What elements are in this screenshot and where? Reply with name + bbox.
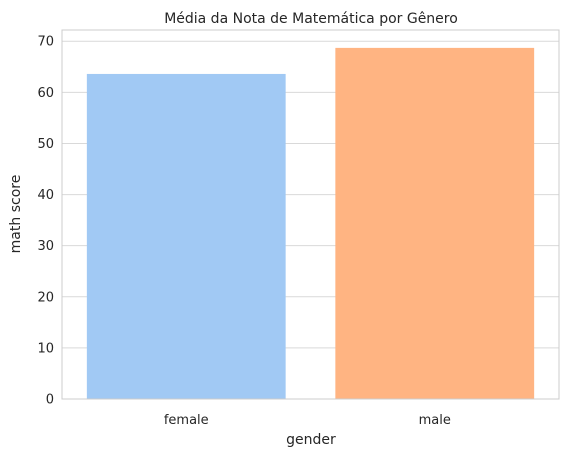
x-tick-label-male: male — [419, 413, 451, 428]
y-tick-label: 70 — [37, 35, 54, 50]
x-axis-label: gender — [286, 432, 336, 448]
y-tick-label: 0 — [46, 393, 54, 408]
y-tick-label: 30 — [37, 239, 54, 254]
y-tick-label: 60 — [37, 86, 54, 101]
x-tick-label-female: female — [164, 413, 209, 428]
y-tick-labels: 0 10 20 30 40 50 60 70 — [37, 35, 54, 408]
bars — [86, 47, 535, 399]
y-tick-label: 50 — [37, 137, 54, 152]
plot-frame — [61, 29, 560, 400]
y-tick-label: 10 — [37, 341, 54, 356]
chart-title: Média da Nota de Matemática por Gênero — [164, 11, 458, 27]
bar-male — [335, 47, 535, 399]
y-tick-label: 20 — [37, 290, 54, 305]
y-tick-label: 40 — [37, 188, 54, 203]
bar-female — [86, 73, 286, 399]
y-axis-label: math score — [8, 175, 24, 254]
x-tick-labels: female male — [164, 413, 451, 428]
